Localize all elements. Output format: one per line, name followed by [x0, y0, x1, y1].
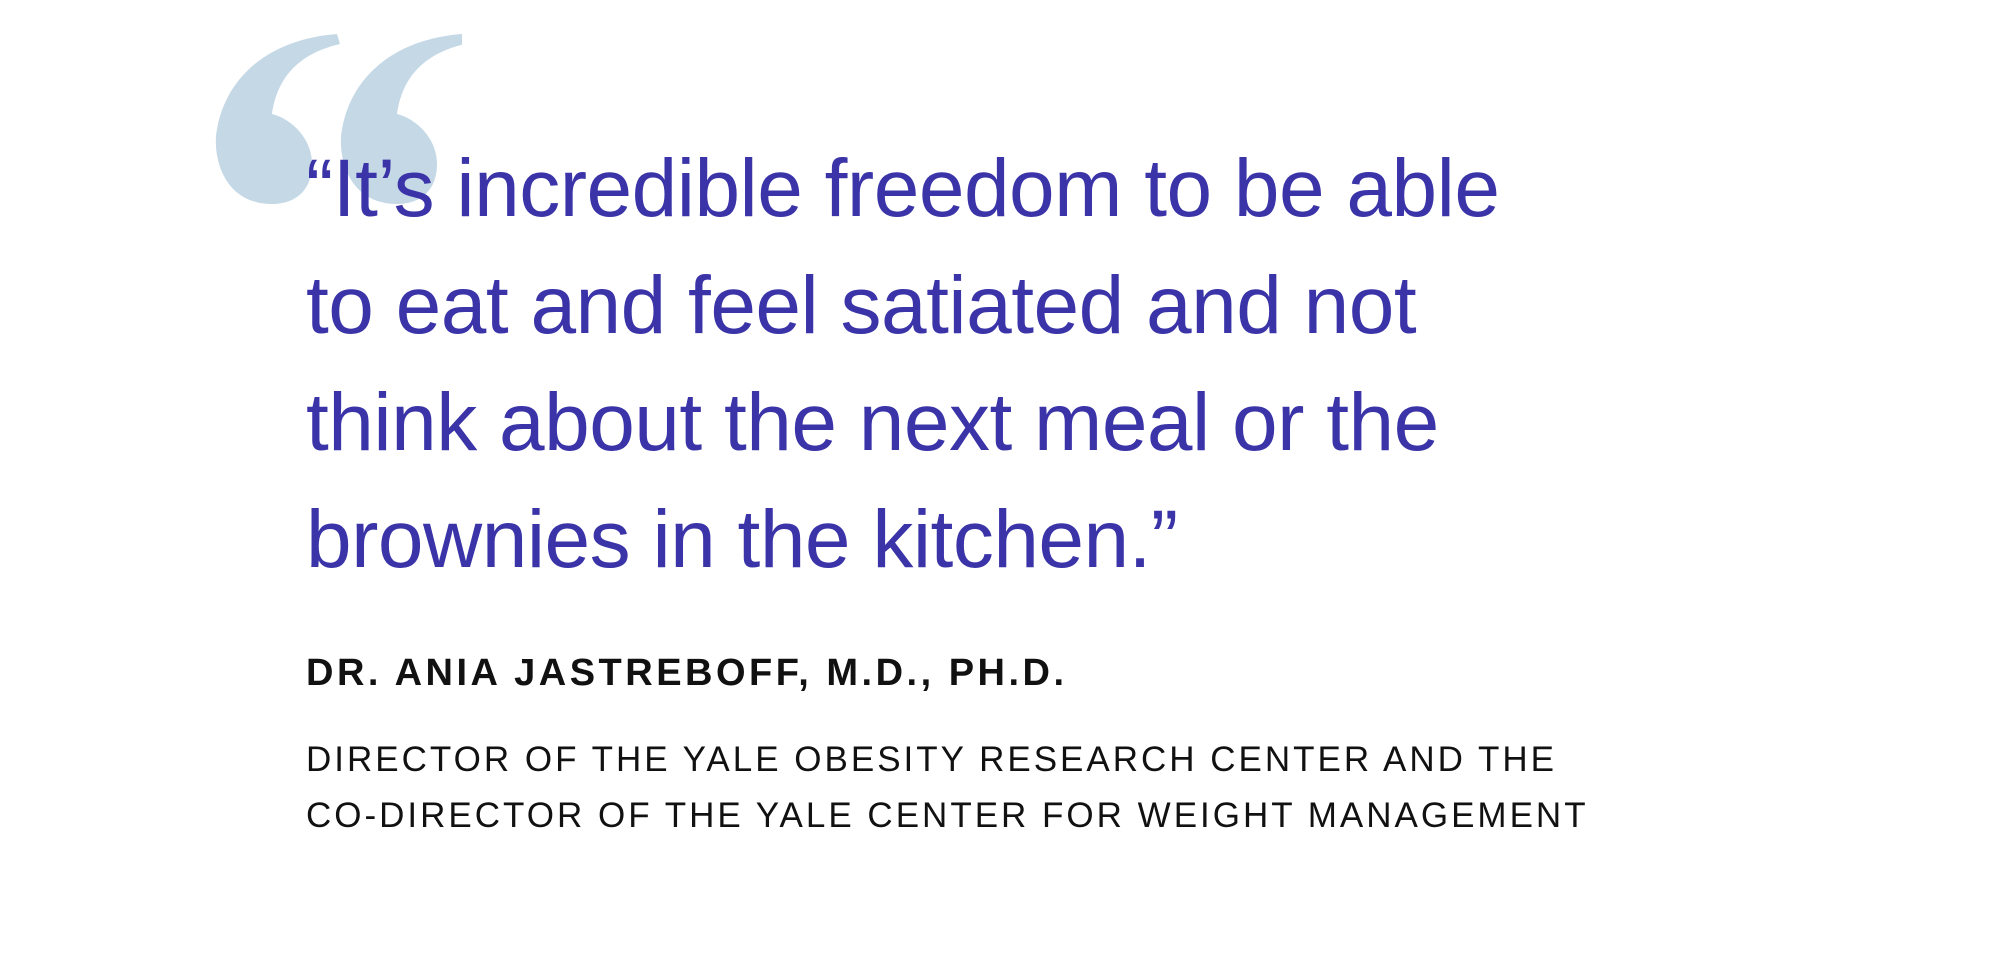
- quote-line: “It’s incredible freedom to be able: [306, 143, 1500, 234]
- quote-mark-decoration: [215, 34, 462, 204]
- quote-line: brownies in the kitchen.”: [306, 494, 1178, 585]
- quote-line: to eat and feel satiated and not: [306, 260, 1417, 351]
- attribution-title: DIRECTOR OF THE YALE OBESITY RESEARCH CE…: [306, 740, 1557, 779]
- attribution-name: DR. ANIA JASTREBOFF, M.D., PH.D.: [306, 652, 1068, 694]
- attribution-title: CO-DIRECTOR OF THE YALE CENTER FOR WEIGH…: [306, 796, 1589, 835]
- quote-line: think about the next meal or the: [306, 377, 1439, 468]
